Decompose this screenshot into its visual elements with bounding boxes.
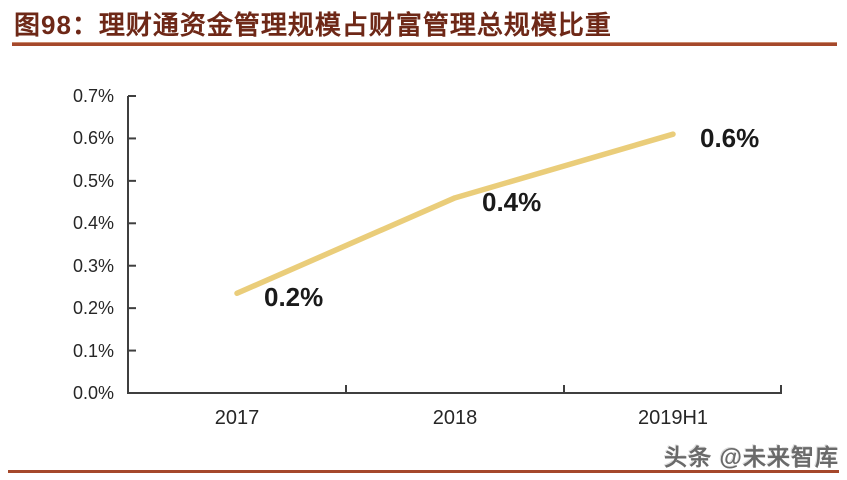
y-tick-label: 0.2%	[72, 298, 114, 319]
bottom-divider	[8, 470, 839, 473]
y-tick-label: 0.6%	[72, 128, 114, 149]
watermark: 头条 @未来智库	[664, 444, 839, 470]
x-tick-label: 2019H1	[637, 407, 709, 429]
title-divider	[12, 42, 837, 46]
y-tick-label: 0.0%	[72, 383, 114, 403]
figure-title: 图98：理财通资金管理规模占财富管理总规模比重	[14, 10, 612, 40]
y-tick-label: 0.1%	[72, 340, 114, 361]
y-tick-label: 0.4%	[72, 213, 114, 234]
y-tick-label: 0.5%	[72, 170, 114, 191]
data-point-label: 0.2%	[264, 282, 324, 313]
x-tick-label: 2018	[432, 407, 478, 429]
series-line	[234, 131, 676, 297]
x-tick-label: 2017	[214, 407, 260, 429]
data-point-label: 0.4%	[482, 186, 542, 217]
y-tick-label: 0.7%	[72, 86, 114, 106]
y-tick-label: 0.3%	[72, 255, 114, 276]
data-point-label: 0.6%	[700, 123, 760, 154]
